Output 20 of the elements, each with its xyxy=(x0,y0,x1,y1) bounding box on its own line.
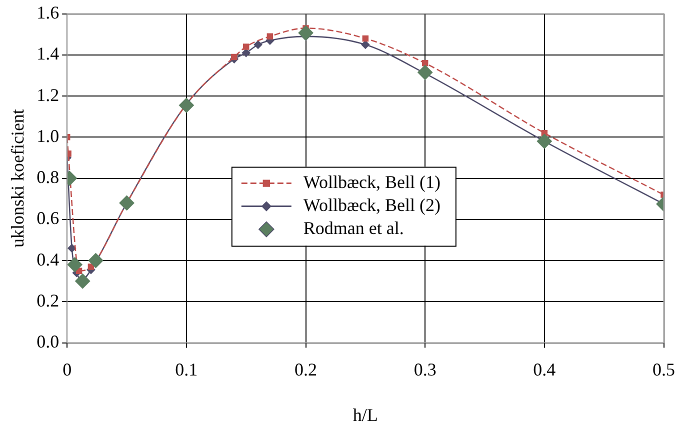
y-tick-label: 1.4 xyxy=(36,44,60,64)
x-tick-label: 0 xyxy=(62,359,72,380)
y-tick-label: 1.6 xyxy=(36,2,60,23)
y-tick-label: 1.0 xyxy=(36,126,60,146)
x-axis-title: h/L xyxy=(352,404,378,425)
y-tick-label: 1.2 xyxy=(36,84,60,105)
x-tick-label: 0.5 xyxy=(652,359,675,380)
y-axis-title: uklonski koeficient xyxy=(8,109,28,248)
x-tick-label: 0.4 xyxy=(533,359,556,380)
y-tick-label: 0.2 xyxy=(36,290,60,310)
legend-label: Wollbæck, Bell (2) xyxy=(303,195,440,216)
y-tick-label: 0.4 xyxy=(36,249,60,270)
y-tick-label: 0.6 xyxy=(36,208,60,228)
x-tick-label: 0.2 xyxy=(294,359,318,380)
x-tick-label: 0.3 xyxy=(414,359,436,380)
legend-label: Wollbæck, Bell (1) xyxy=(303,172,440,192)
legend-label: Rodman et al. xyxy=(303,218,404,238)
x-tick-label: 0.1 xyxy=(175,359,198,380)
y-tick-label: 0.8 xyxy=(36,167,60,188)
y-tick-label: 0.0 xyxy=(36,332,60,352)
